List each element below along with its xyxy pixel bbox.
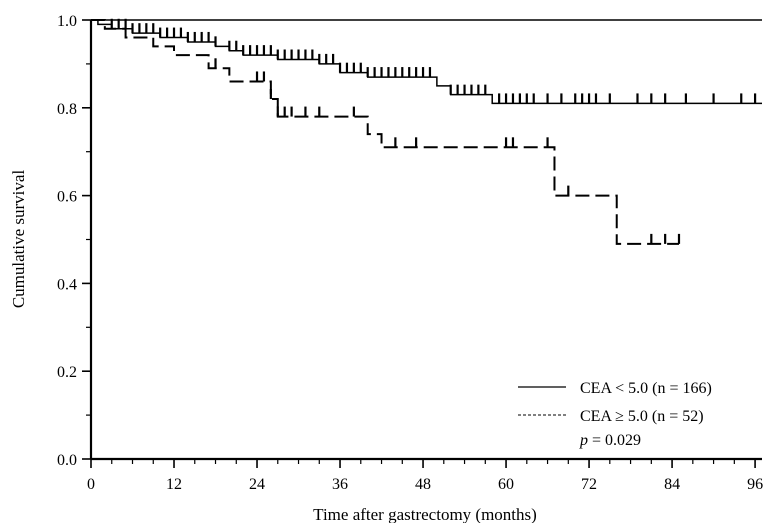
y-tick-label: 0.6 (57, 189, 77, 206)
survival-curve-2 (91, 19, 679, 245)
p-value: = 0.029 (588, 432, 641, 449)
y-tick-label: 0.2 (57, 364, 77, 381)
x-tick-label: 48 (415, 476, 431, 493)
y-tick-label: 0.4 (57, 276, 77, 293)
x-tick-label: 36 (332, 476, 348, 493)
x-axis-label: Time after gastrectomy (months) (313, 505, 537, 523)
x-tick-label: 12 (166, 476, 182, 493)
y-ticks: 0.0 0.2 0.4 0.6 0.8 1.0 (57, 13, 91, 469)
legend-label-dashed: CEA ≥ 5.0 (n = 52) (580, 408, 704, 425)
p-value-annotation: p = 0.029 (579, 432, 641, 449)
legend: CEA < 5.0 (n = 166) CEA ≥ 5.0 (n = 52) p… (518, 380, 712, 449)
y-tick-label: 0.0 (57, 452, 77, 469)
x-tick-label: 84 (664, 476, 680, 493)
censor-marks (110, 18, 757, 244)
p-symbol: p (579, 432, 588, 449)
survival-curves (91, 19, 762, 245)
legend-label-solid: CEA < 5.0 (n = 166) (580, 380, 712, 397)
y-tick-label: 1.0 (57, 13, 77, 30)
y-tick-label: 0.8 (57, 101, 77, 118)
y-axis-label: Cumulative survival (9, 170, 28, 309)
x-tick-label: 0 (87, 476, 95, 493)
x-tick-label: 60 (498, 476, 514, 493)
x-tick-label: 24 (249, 476, 265, 493)
survival-curve-1 (91, 19, 762, 105)
x-tick-label: 72 (581, 476, 597, 493)
x-tick-label: 96 (747, 476, 763, 493)
x-ticks: 0 12 24 36 48 60 72 84 96 (87, 459, 763, 493)
